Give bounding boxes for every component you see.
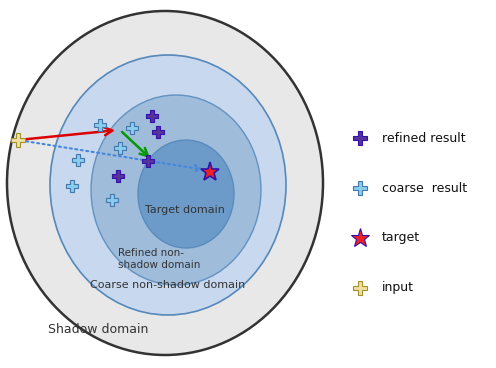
Text: target: target bbox=[382, 231, 420, 244]
Text: Coarse non-shadow domain: Coarse non-shadow domain bbox=[90, 280, 245, 290]
Text: Target domain: Target domain bbox=[145, 205, 225, 215]
Text: Shadow domain: Shadow domain bbox=[48, 323, 148, 336]
Ellipse shape bbox=[91, 95, 261, 285]
Text: refined result: refined result bbox=[382, 131, 466, 145]
Text: coarse  result: coarse result bbox=[382, 181, 467, 195]
Ellipse shape bbox=[50, 55, 286, 315]
Text: Refined non-
shadow domain: Refined non- shadow domain bbox=[118, 248, 200, 270]
Text: input: input bbox=[382, 282, 414, 294]
Ellipse shape bbox=[7, 11, 323, 355]
Ellipse shape bbox=[138, 140, 234, 248]
